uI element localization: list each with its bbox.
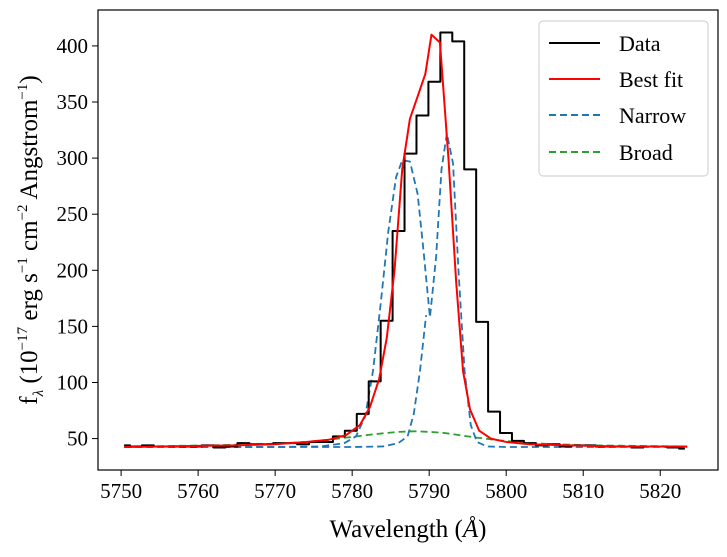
plot-frame xyxy=(97,9,719,471)
y-tick-label: 150 xyxy=(57,314,89,338)
x-ticks: 5750 5760 5770 5780 5790 5800 5810 5820 xyxy=(100,470,681,503)
series-line-best-fit xyxy=(124,33,688,448)
x-tick-label: 5800 xyxy=(485,479,527,503)
legend-box xyxy=(538,20,709,177)
y-tick-label: 350 xyxy=(57,90,89,114)
legend-label-data: Data xyxy=(619,31,661,56)
legend-label-narrow: Narrow xyxy=(619,103,686,128)
series-layer xyxy=(124,31,688,450)
legend: Data Best fit Narrow Broad xyxy=(538,20,709,177)
y-tick-label: 200 xyxy=(57,258,89,282)
legend-label-fit: Best fit xyxy=(619,67,683,92)
y-tick-label: 50 xyxy=(67,427,88,451)
x-tick-label: 5770 xyxy=(254,479,296,503)
x-tick-label: 5820 xyxy=(639,479,681,503)
y-axis-label: fλ (10−17 erg s−1 cm−2 Angstrom−1) xyxy=(15,75,47,404)
x-tick-label: 5780 xyxy=(331,479,373,503)
y-tick-label: 100 xyxy=(57,370,89,394)
series-line-narrow xyxy=(124,315,427,448)
legend-label-broad: Broad xyxy=(619,140,673,165)
series-line-narrow xyxy=(124,132,688,448)
y-tick-label: 250 xyxy=(57,202,89,226)
x-tick-label: 5760 xyxy=(177,479,219,503)
y-tick-label: 400 xyxy=(57,34,89,58)
x-tick-label: 5810 xyxy=(562,479,604,503)
x-axis-label: Wavelength (Å) xyxy=(330,516,487,543)
y-tick-label: 300 xyxy=(57,146,89,170)
x-tick-label: 5790 xyxy=(408,479,450,503)
x-tick-label: 5750 xyxy=(100,479,142,503)
y-ticks: 50 100 150 200 250 300 350 400 xyxy=(57,34,98,451)
